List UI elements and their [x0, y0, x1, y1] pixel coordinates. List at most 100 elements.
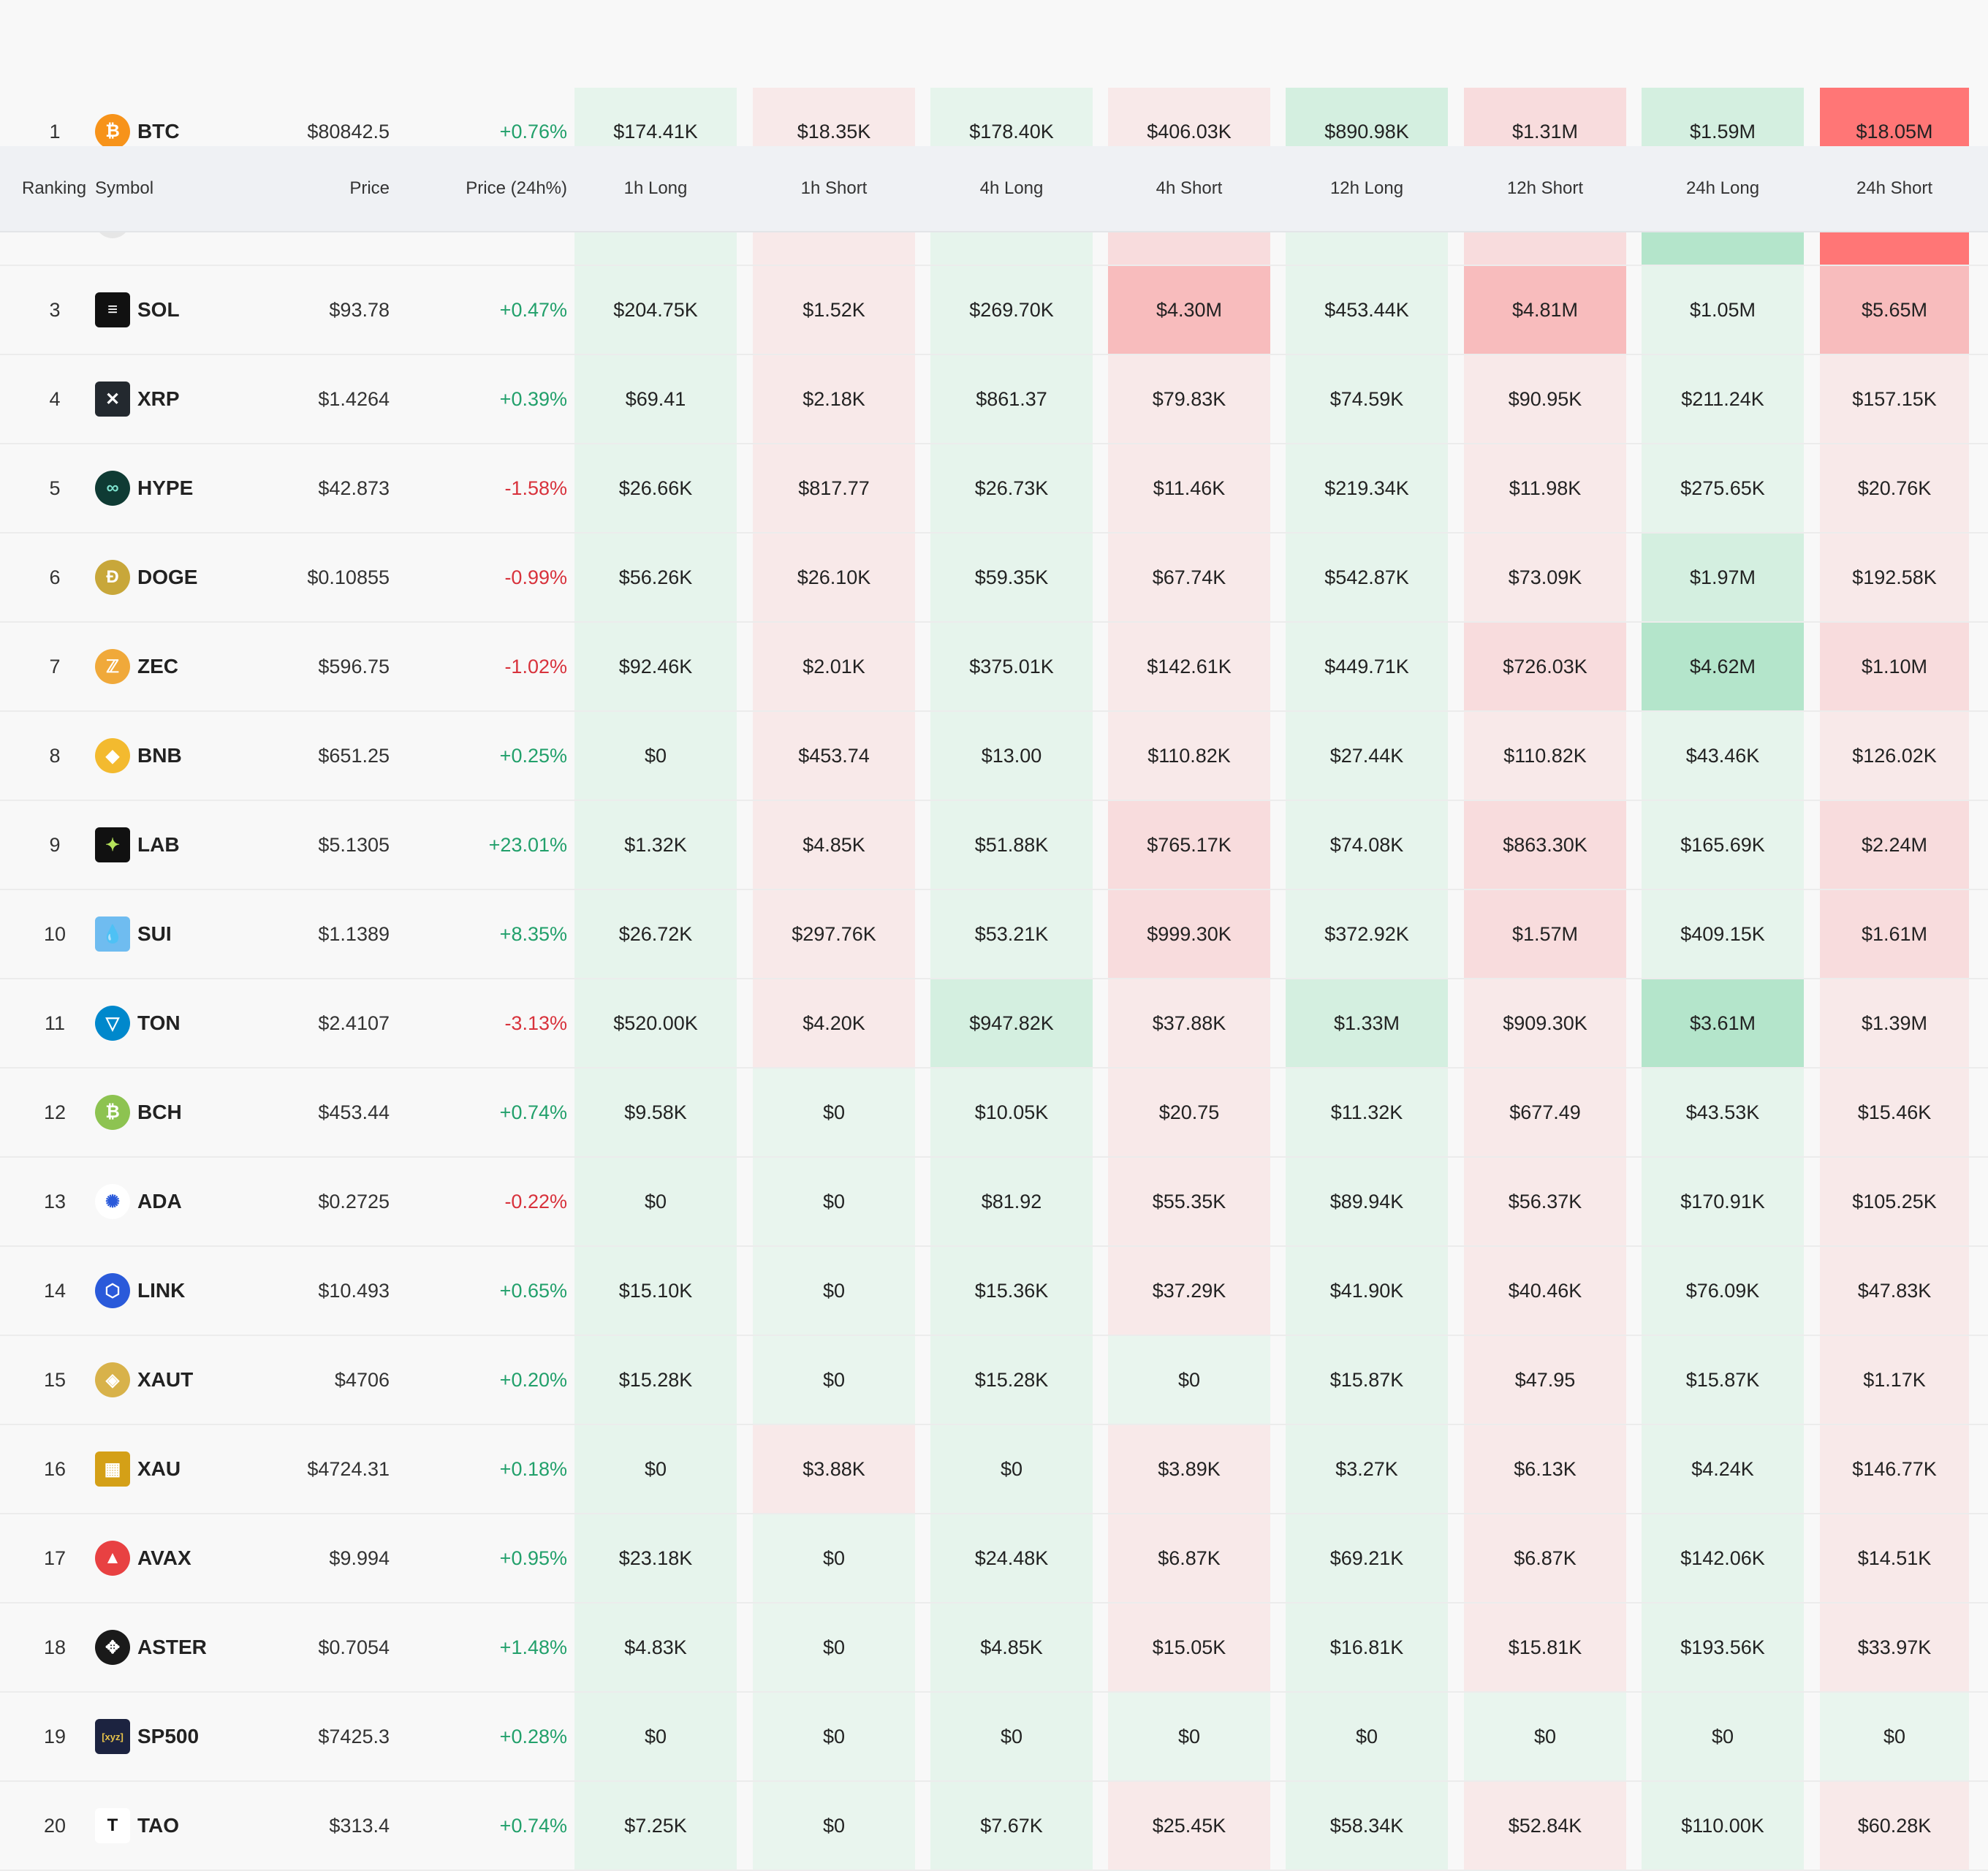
liq-24h-long-cell: $193.56K: [1642, 1604, 1804, 1691]
header-symbol[interactable]: Symbol: [95, 178, 154, 198]
rank-cell: 14: [43, 1279, 67, 1302]
liq-12h-short-cell: $863.30K: [1464, 801, 1626, 889]
header-24h-long[interactable]: 24h Long: [1685, 178, 1760, 198]
table-row[interactable]: 16 ▦ XAU $4724.31 +0.18% $0 $3.88K $0 $3.89K $3.2…: [0, 1425, 1988, 1514]
symbol-cell[interactable]: Ð DOGE: [95, 534, 270, 621]
liq-12h-long-cell: $15.87K: [1286, 1336, 1448, 1424]
liq-1h-short-cell: $453.74: [753, 712, 915, 800]
header-24h-short[interactable]: 24h Short: [1856, 178, 1933, 198]
table-row[interactable]: 19 [xyz] SP500 $7425.3 +0.28% $0 $0 $0 $0 $0 $0 $0 $…: [0, 1693, 1988, 1782]
price-cell: $9.994: [329, 1546, 390, 1569]
symbol-label: BCH: [137, 1101, 182, 1123]
table-row[interactable]: 12 ₿ BCH $453.44 +0.74% $9.58K $0 $10.05K $20.75…: [0, 1069, 1988, 1158]
table-row[interactable]: 15 ◈ XAUT $4706 +0.20% $15.28K $0 $15.28K $0 $15.…: [0, 1336, 1988, 1425]
table-row[interactable]: 18 ✥ ASTER $0.7054 +1.48% $4.83K $0 $4.85K $15.0…: [0, 1604, 1988, 1693]
liq-12h-short-cell: $90.95K: [1464, 355, 1626, 443]
liq-1h-short-cell: $0: [753, 1336, 915, 1424]
symbol-cell[interactable]: ▽ TON: [95, 979, 270, 1067]
symbol-cell[interactable]: ∞ HYPE: [95, 444, 270, 532]
header-4h-short[interactable]: 4h Short: [1156, 178, 1223, 198]
liq-4h-long-cell: $24.48K: [930, 1514, 1093, 1602]
symbol-cell[interactable]: T TAO: [95, 1782, 270, 1870]
table-row[interactable]: 5 ∞ HYPE $42.873 -1.58% $26.66K $817.77 $26.73K…: [0, 444, 1988, 534]
symbol-cell[interactable]: ₿ BCH: [95, 1069, 270, 1156]
price-change-cell: +0.18%: [499, 1457, 567, 1480]
price-cell: $0.10855: [307, 566, 390, 588]
table-row[interactable]: 8 ◆ BNB $651.25 +0.25% $0 $453.74 $13.00 $110.82…: [0, 712, 1988, 801]
liq-4h-long-cell: $0: [930, 1693, 1093, 1780]
liq-4h-short-cell: $0: [1108, 1336, 1270, 1424]
liq-1h-long-cell: $204.75K: [574, 266, 737, 354]
header-12h-long[interactable]: 12h Long: [1329, 178, 1404, 198]
table-row[interactable]: 3 ≡ SOL $93.78 +0.47% $204.75K $1.52K $269.70K $…: [0, 266, 1988, 355]
symbol-cell[interactable]: ◈ XAUT: [95, 1336, 270, 1424]
liq-1h-short-cell: $4.85K: [753, 801, 915, 889]
liq-4h-long-cell: $0: [930, 1425, 1093, 1513]
symbol-label: LINK: [137, 1279, 186, 1302]
rank-cell: 19: [43, 1725, 67, 1747]
liq-1h-long-cell: $520.00K: [574, 979, 737, 1067]
table-row[interactable]: 6 Ð DOGE $0.10855 -0.99% $56.26K $26.10K $59.35…: [0, 534, 1988, 623]
symbol-cell[interactable]: ℤ ZEC: [95, 623, 270, 710]
price-cell: $1.1389: [318, 922, 390, 945]
table-row[interactable]: 20 T TAO $313.4 +0.74% $7.25K $0 $7.67K $25.45K $…: [0, 1782, 1988, 1871]
liq-24h-short-cell: $2.24M: [1820, 801, 1969, 889]
liq-12h-long-cell: $16.81K: [1286, 1604, 1448, 1691]
symbol-cell[interactable]: ⬡ LINK: [95, 1247, 270, 1335]
liq-24h-long-cell: $43.53K: [1642, 1069, 1804, 1156]
liq-12h-short-cell: $15.81K: [1464, 1604, 1626, 1691]
liq-1h-short-cell: $0: [753, 1782, 915, 1870]
liq-1h-short-cell: $0: [753, 1693, 915, 1780]
table-row[interactable]: 9 ✦ LAB $5.1305 +23.01% $1.32K $4.85K $51.88K $7…: [0, 801, 1988, 890]
table-row[interactable]: 14 ⬡ LINK $10.493 +0.65% $15.10K $0 $15.36K $37.…: [0, 1247, 1988, 1336]
liq-4h-short-cell: $4.30M: [1108, 266, 1270, 354]
liq-1h-short-cell: $817.77: [753, 444, 915, 532]
liq-12h-long-cell: $41.90K: [1286, 1247, 1448, 1335]
symbol-label: XRP: [137, 387, 180, 410]
liq-24h-short-cell: $105.25K: [1820, 1158, 1969, 1245]
liq-24h-short-cell: $15.46K: [1820, 1069, 1969, 1156]
header-1h-long[interactable]: 1h Long: [623, 178, 688, 198]
liq-12h-short-cell: $4.81M: [1464, 266, 1626, 354]
symbol-cell[interactable]: ✕ XRP: [95, 355, 270, 443]
liq-1h-long-cell: $26.66K: [574, 444, 737, 532]
table-row[interactable]: 4 ✕ XRP $1.4264 +0.39% $69.41 $2.18K $861.37 $79…: [0, 355, 1988, 444]
header-price-change[interactable]: Price (24h%): [466, 178, 567, 198]
table-row[interactable]: 13 ✺ ADA $0.2725 -0.22% $0 $0 $81.92 $55.35K $89.…: [0, 1158, 1988, 1247]
price-change-cell: +0.39%: [499, 387, 567, 410]
symbol-label: TAO: [137, 1814, 180, 1837]
rank-cell: 9: [49, 833, 61, 856]
symbol-cell[interactable]: [xyz] SP500: [95, 1693, 270, 1780]
header-12h-short[interactable]: 12h Short: [1506, 178, 1584, 198]
symbol-cell[interactable]: ✺ ADA: [95, 1158, 270, 1245]
table-row[interactable]: 7 ℤ ZEC $596.75 -1.02% $92.46K $2.01K $375.01K $…: [0, 623, 1988, 712]
price-cell: $596.75: [318, 655, 390, 678]
header-price[interactable]: Price: [349, 178, 390, 198]
liq-12h-short-cell: $73.09K: [1464, 534, 1626, 621]
symbol-cell[interactable]: ◆ BNB: [95, 712, 270, 800]
header-1h-short[interactable]: 1h Short: [800, 178, 868, 198]
table-row[interactable]: 17 ▲ AVAX $9.994 +0.95% $23.18K $0 $24.48K $6.87…: [0, 1514, 1988, 1604]
price-cell: $313.4: [329, 1814, 390, 1837]
symbol-cell[interactable]: ≡ SOL: [95, 266, 270, 354]
liq-12h-short-cell: $52.84K: [1464, 1782, 1626, 1870]
table-row[interactable]: 10 💧 SUI $1.1389 +8.35% $26.72K $297.76K $53.21…: [0, 890, 1988, 979]
symbol-cell[interactable]: ✦ LAB: [95, 801, 270, 889]
symbol-cell[interactable]: ✥ ASTER: [95, 1604, 270, 1691]
liq-24h-short-cell: $47.83K: [1820, 1247, 1969, 1335]
ton-icon: ▽: [95, 1006, 130, 1041]
symbol-label: BNB: [137, 744, 182, 767]
header-ranking[interactable]: Ranking: [22, 178, 87, 198]
price-cell: $7425.3: [318, 1725, 390, 1747]
symbol-cell[interactable]: ₿ BTC: [95, 88, 270, 175]
symbol-label: XAU: [137, 1457, 181, 1480]
liq-24h-long-cell: $43.46K: [1642, 712, 1804, 800]
price-change-cell: +0.25%: [499, 744, 567, 767]
symbol-cell[interactable]: ▲ AVAX: [95, 1514, 270, 1602]
liq-4h-long-cell: $53.21K: [930, 890, 1093, 978]
symbol-cell[interactable]: 💧 SUI: [95, 890, 270, 978]
symbol-cell[interactable]: ▦ XAU: [95, 1425, 270, 1513]
table-row[interactable]: 11 ▽ TON $2.4107 -3.13% $520.00K $4.20K $947.82…: [0, 979, 1988, 1069]
liq-24h-short-cell: $1.39M: [1820, 979, 1969, 1067]
header-4h-long[interactable]: 4h Long: [979, 178, 1044, 198]
